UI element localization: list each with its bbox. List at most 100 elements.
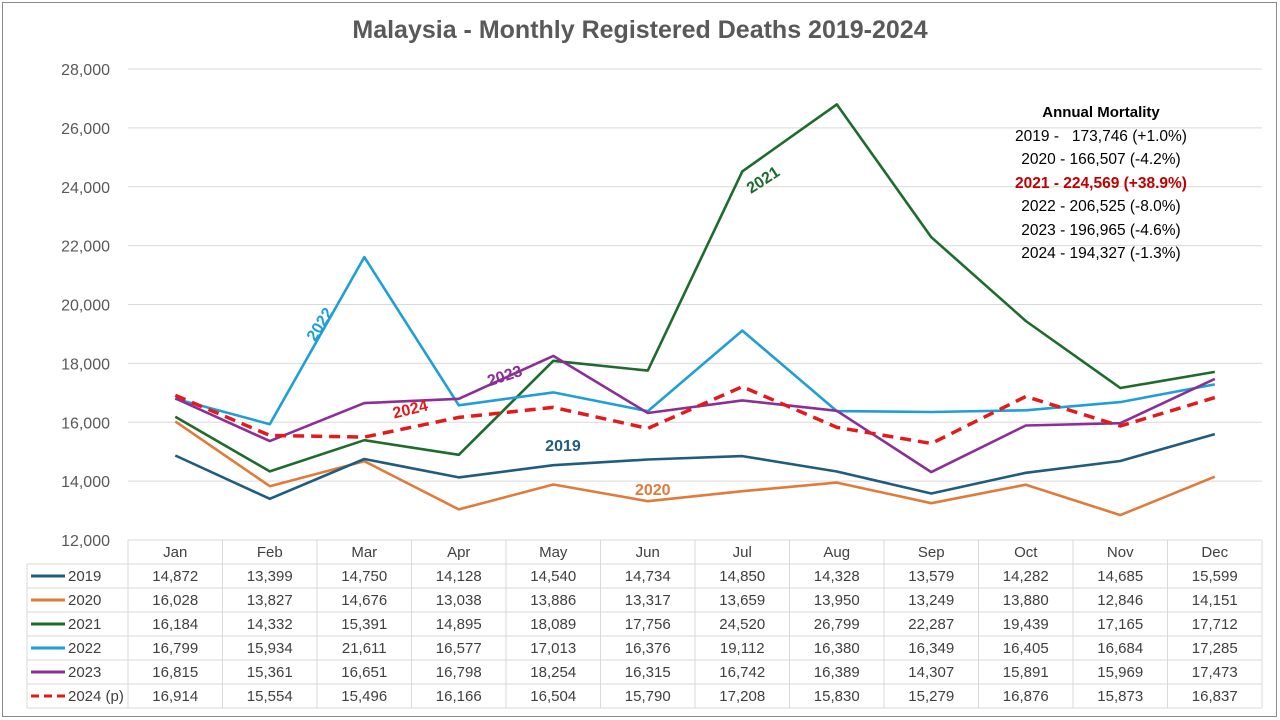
y-tick-label: 18,000 <box>61 356 110 373</box>
table-cell: 14,128 <box>436 568 482 585</box>
legend-label: 2019 <box>68 568 101 585</box>
table-cell: 19,439 <box>1003 616 1049 633</box>
table-cell: 16,349 <box>908 640 954 657</box>
table-cell: 14,540 <box>530 568 576 585</box>
table-cell: 13,038 <box>436 592 482 609</box>
x-category-label: Jul <box>733 544 752 561</box>
table-cell: 21,611 <box>342 640 387 657</box>
table-cell: 14,151 <box>1192 592 1238 609</box>
annotation-line: 2023 - 196,965 (-4.6%) <box>1021 221 1181 239</box>
table-cell: 15,969 <box>1097 664 1143 681</box>
table-cell: 13,827 <box>247 592 293 609</box>
table-cell: 16,577 <box>436 640 482 657</box>
table-cell: 16,684 <box>1097 640 1143 657</box>
x-category-label: Nov <box>1107 544 1134 561</box>
table-cell: 17,285 <box>1192 640 1238 657</box>
table-cell: 17,013 <box>530 640 576 657</box>
table-cell: 14,734 <box>625 568 671 585</box>
table-cell: 16,742 <box>719 664 765 681</box>
annotation-line-highlight: 2021 - 224,569 (+38.9%) <box>1015 174 1187 192</box>
table-cell: 14,895 <box>436 616 482 633</box>
table-cell: 15,391 <box>341 616 387 633</box>
table-cell: 15,599 <box>1192 568 1238 585</box>
table-cell: 16,184 <box>152 616 198 633</box>
table-cell: 16,504 <box>530 688 576 705</box>
table-cell: 17,473 <box>1192 664 1238 681</box>
x-category-label: Oct <box>1014 544 1038 561</box>
table-cell: 14,685 <box>1097 568 1143 585</box>
table-cell: 16,380 <box>814 640 860 657</box>
table-cell: 13,317 <box>625 592 671 609</box>
table-cell: 14,872 <box>152 568 198 585</box>
table-cell: 18,254 <box>530 664 576 681</box>
table-cell: 14,328 <box>814 568 860 585</box>
table-cell: 17,756 <box>625 616 671 633</box>
series-line-2023 <box>174 354 1216 474</box>
table-cell: 16,837 <box>1192 688 1238 705</box>
table-cell: 13,249 <box>908 592 954 609</box>
table-cell: 13,886 <box>530 592 576 609</box>
table-cell: 15,496 <box>341 688 387 705</box>
series-line-2021 <box>174 103 1216 473</box>
series-label-2019: 2019 <box>545 438 581 455</box>
annual-mortality-annotation: Annual Mortality 2019 - 173,746 (+1.0%) … <box>985 101 1217 266</box>
table-cell: 14,307 <box>908 664 954 681</box>
legend-label: 2023 <box>68 664 101 681</box>
table-cell: 15,279 <box>908 688 954 705</box>
y-tick-label: 14,000 <box>61 474 110 491</box>
series-label-2020: 2020 <box>635 482 671 499</box>
y-tick-label: 22,000 <box>61 239 110 256</box>
series-line-2019 <box>174 432 1216 501</box>
x-category-label: Jun <box>636 544 660 561</box>
x-category-label: Jan <box>163 544 187 561</box>
table-cell: 16,876 <box>1003 688 1049 705</box>
annotation-line: 2022 - 206,525 (-8.0%) <box>1021 198 1181 215</box>
annotation-line: 2020 - 166,507 (-4.2%) <box>1021 151 1181 168</box>
table-cell: 14,750 <box>341 568 387 585</box>
chart-title: Malaysia - Monthly Registered Deaths 201… <box>352 16 928 44</box>
y-tick-label: 12,000 <box>61 533 110 550</box>
table-cell: 15,934 <box>247 640 293 657</box>
table-cell: 13,399 <box>247 568 293 585</box>
annotation-heading: Annual Mortality <box>1042 104 1160 121</box>
table-cell: 14,332 <box>247 616 293 633</box>
x-category-label: Dec <box>1201 544 1228 561</box>
annotation-line: 2019 - 173,746 (+1.0%) <box>1015 127 1187 145</box>
table-cell: 13,579 <box>908 568 954 585</box>
y-tick-label: 24,000 <box>61 180 110 197</box>
y-tick-label: 16,000 <box>61 415 110 432</box>
table-cell: 18,089 <box>530 616 576 633</box>
table-cell: 17,712 <box>1192 616 1238 633</box>
legend-label: 2021 <box>68 616 101 633</box>
table-cell: 15,361 <box>247 664 293 681</box>
table-cell: 16,405 <box>1003 640 1049 657</box>
table-cell: 17,208 <box>719 688 765 705</box>
table-cell: 16,815 <box>152 664 198 681</box>
table-cell: 13,880 <box>1003 592 1049 609</box>
series-label-2021: 2021 <box>744 164 783 198</box>
table-cell: 17,165 <box>1097 616 1143 633</box>
table-cell: 19,112 <box>720 640 765 657</box>
table-cell: 16,028 <box>152 592 198 609</box>
annotation-line: 2024 - 194,327 (-1.3%) <box>1021 245 1181 262</box>
table-cell: 16,389 <box>814 664 860 681</box>
series-label-2022: 2022 <box>304 305 337 344</box>
table-cell: 15,554 <box>247 688 293 705</box>
table-cell: 12,846 <box>1097 592 1143 609</box>
table-cell: 22,287 <box>908 616 954 633</box>
table-cell: 16,651 <box>341 664 387 681</box>
y-tick-label: 20,000 <box>61 298 110 315</box>
table-cell: 14,850 <box>719 568 765 585</box>
x-category-label: Apr <box>447 544 470 561</box>
table-cell: 16,315 <box>625 664 671 681</box>
table-cell: 16,799 <box>152 640 198 657</box>
x-category-label: Aug <box>823 544 850 561</box>
x-category-label: May <box>539 544 568 561</box>
table-cell: 26,799 <box>814 616 860 633</box>
series-line-2024 <box>174 384 1216 446</box>
x-category-label: Mar <box>351 544 377 561</box>
table-cell: 14,282 <box>1003 568 1049 585</box>
table-cell: 13,659 <box>719 592 765 609</box>
table-cell: 13,950 <box>814 592 860 609</box>
